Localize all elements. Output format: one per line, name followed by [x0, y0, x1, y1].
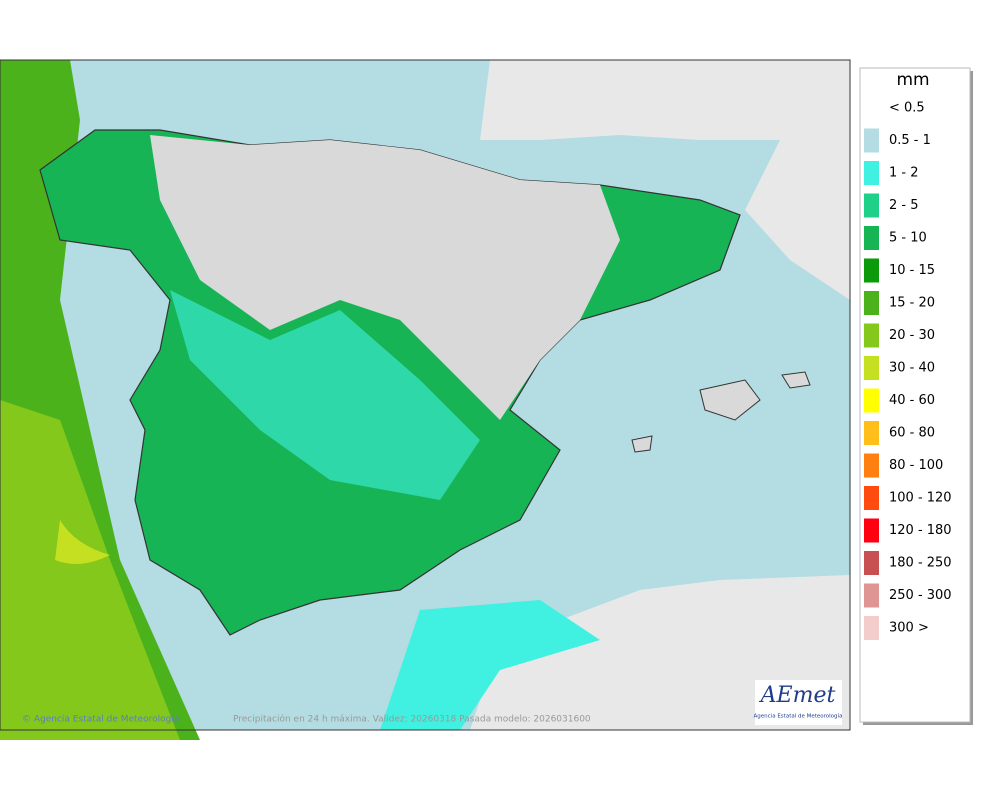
legend-label: < 0.5: [889, 101, 925, 116]
precip-southwest: [0, 400, 180, 740]
legend: < 0.5 0.5 - 1 1 - 2 2 - 5 5 - 10 10 - 15 15 - …: [864, 96, 952, 640]
legend-label: 30 - 40: [889, 361, 935, 376]
legend-swatch: [864, 616, 879, 640]
precip-center: [170, 290, 480, 500]
legend-swatch: [864, 486, 879, 510]
legend-swatch: [864, 421, 879, 445]
legend-swatch: [864, 356, 879, 380]
legend-swatch: [864, 453, 879, 478]
legend-label: 0.5 - 1: [889, 133, 931, 148]
logo-subtitle: Agencia Estatal de Meteorología: [754, 713, 843, 720]
legend-title: mm: [896, 70, 929, 90]
logo-box: [755, 680, 842, 725]
legend-label: 40 - 60: [889, 393, 935, 408]
mallorca: [699, 379, 761, 421]
legend-swatch: [864, 258, 879, 283]
precip-alboran: [380, 600, 600, 730]
legend-label: 10 - 15: [889, 263, 935, 278]
legend-label: 1 - 2: [889, 166, 919, 181]
legend-label: 300 >: [889, 621, 929, 636]
menorca: [781, 371, 811, 389]
precip-spot: [55, 520, 110, 564]
legend-label: 120 - 180: [889, 523, 952, 538]
legend-label: 100 - 120: [889, 491, 952, 506]
legend-swatch: [864, 128, 879, 153]
legend-swatch: [864, 193, 879, 218]
legend-swatch: [864, 161, 879, 185]
legend-swatch: [864, 388, 879, 413]
logo: AEmet: [759, 683, 836, 708]
legend-label: 15 - 20: [889, 296, 935, 311]
map-frame: [0, 59, 851, 731]
france: [480, 60, 850, 300]
legend-swatch: [864, 96, 879, 120]
ibiza: [631, 435, 653, 453]
map: © Agencia Estatal de Meteorología Precip…: [0, 59, 851, 740]
legend-swatch: [864, 226, 879, 250]
legend-swatch: [864, 323, 879, 348]
legend-swatch: [864, 291, 879, 315]
dry-north: [150, 135, 620, 420]
legend-swatch: [864, 551, 879, 575]
legend-label: 250 - 300: [889, 588, 952, 603]
legend-label: 2 - 5: [889, 198, 919, 213]
legend-label: 80 - 100: [889, 458, 943, 473]
legend-swatch: [864, 583, 879, 608]
legend-label: 180 - 250: [889, 556, 952, 571]
legend-label: 60 - 80: [889, 426, 935, 441]
legend-label: 20 - 30: [889, 328, 935, 343]
legend-label: 5 - 10: [889, 231, 927, 246]
caption: Precipitación en 24 h máxima. Validez: 2…: [233, 714, 591, 725]
copyright: © Agencia Estatal de Meteorología: [22, 715, 179, 725]
legend-swatch: [864, 518, 879, 543]
